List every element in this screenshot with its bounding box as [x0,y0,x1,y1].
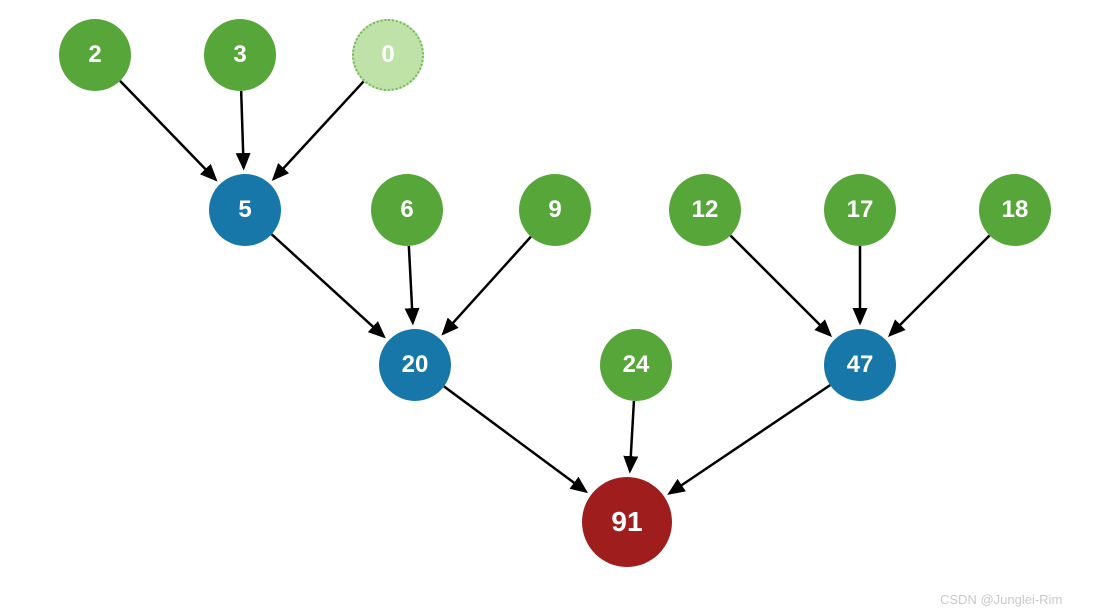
node-label: 17 [847,196,874,224]
tree-node: 24 [600,329,672,401]
tree-node: 47 [824,329,896,401]
edge [273,81,363,179]
tree-node: 12 [669,174,741,246]
node-label: 20 [402,351,429,379]
edges-layer [0,0,1095,611]
edge [630,401,634,471]
node-label: 2 [88,41,101,69]
tree-node: 0 [352,19,424,91]
node-label: 0 [381,41,394,69]
tree-node: 5 [209,174,281,246]
watermark-text: CSDN @Junglei-Rim [940,592,1062,607]
edge [272,234,384,336]
edge [443,237,531,334]
tree-diagram: 2 3 0 5 6 9 12 17 18 20 24 47 91 CSDN @Junglei-Rim [0,0,1095,611]
node-label: 12 [692,196,719,224]
node-label: 47 [847,351,874,379]
edge [730,235,830,335]
node-label: 24 [623,351,650,379]
node-label: 91 [611,506,642,538]
tree-node: 17 [824,174,896,246]
edge [669,385,830,493]
edge [120,81,216,180]
edge [409,246,413,323]
node-label: 18 [1002,196,1029,224]
tree-node: 9 [519,174,591,246]
tree-node: 6 [371,174,443,246]
node-label: 3 [233,41,246,69]
tree-node: 18 [979,174,1051,246]
tree-node: 91 [582,477,672,567]
tree-node: 3 [204,19,276,91]
node-label: 6 [400,196,413,224]
tree-node: 20 [379,329,451,401]
node-label: 9 [548,196,561,224]
edge [890,235,990,335]
node-label: 5 [238,196,251,224]
edge [241,91,243,168]
edge [444,386,586,491]
tree-node: 2 [59,19,131,91]
